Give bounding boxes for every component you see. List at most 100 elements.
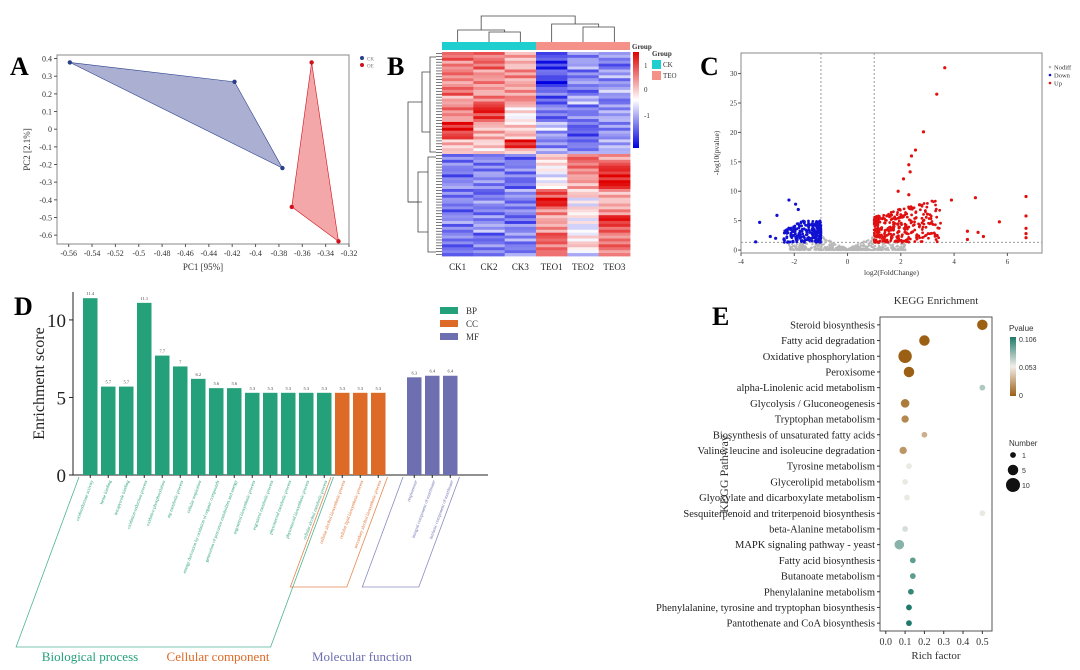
heatmap-cell	[567, 92, 600, 97]
legend-label: Up	[1054, 81, 1062, 88]
heatmap-cell	[567, 241, 600, 245]
heatmap-cell	[567, 203, 600, 207]
point-nodiff	[830, 242, 833, 245]
point-up	[905, 212, 909, 216]
heatmap-cell	[598, 238, 631, 242]
point-up	[878, 235, 882, 239]
point-up	[873, 231, 876, 235]
heatmap-cell	[536, 75, 568, 79]
point-down	[775, 213, 779, 217]
point-up	[911, 206, 914, 210]
size-legend-label: 1	[1022, 453, 1026, 460]
point-up	[929, 232, 932, 235]
point-up	[907, 193, 911, 197]
point-nodiff	[856, 248, 859, 252]
point-up	[925, 212, 930, 216]
y-tick-label: 5	[734, 217, 738, 225]
heatmap-cell	[567, 136, 600, 140]
point-up	[893, 240, 897, 243]
heatmap-cell	[442, 75, 474, 79]
panel-label-a: A	[10, 52, 29, 81]
point-nodiff	[801, 243, 804, 247]
heatmap-cell	[567, 130, 600, 134]
point-nodiff	[838, 245, 841, 248]
heatmap-cell	[567, 229, 600, 234]
point-up	[872, 219, 876, 222]
column-label: TEO3	[603, 262, 625, 272]
y-tick-label: -0.4	[39, 196, 52, 205]
point-up	[1024, 236, 1028, 240]
point-up	[883, 235, 887, 239]
pathway-label: Fatty acid biosynthesis	[779, 556, 875, 567]
heatmap-cell	[567, 188, 600, 193]
size-legend-label: 10	[1022, 483, 1030, 490]
dendrogram-branch	[480, 15, 576, 30]
heatmap-cell	[442, 119, 474, 123]
point-down	[819, 236, 822, 239]
bar-bp	[299, 392, 314, 475]
point-up	[925, 201, 929, 205]
pathway-label: alpha-Linolenic acid metabolism	[737, 383, 875, 394]
heatmap-cell	[504, 110, 537, 114]
plot-frame	[879, 316, 993, 632]
y-tick-label: -0.3	[39, 178, 52, 187]
point-nodiff	[856, 245, 860, 248]
point-ck	[67, 60, 73, 65]
heatmap-cell	[442, 194, 474, 199]
point-up	[921, 130, 926, 134]
heatmap-cell	[567, 159, 600, 164]
point-nodiff	[804, 247, 807, 250]
point-up	[880, 233, 883, 237]
heatmap-cell	[442, 133, 474, 137]
bubble	[909, 573, 916, 579]
heatmap-cell	[504, 188, 537, 193]
y-tick-label: 0.3	[42, 72, 52, 81]
heatmap-cell	[598, 81, 631, 85]
heatmap-cell	[567, 78, 600, 82]
point-up	[905, 227, 909, 231]
heatmap-cell	[598, 151, 631, 155]
heatmap-cell	[567, 148, 600, 152]
pathway-label: Oxidative phosphorylation	[763, 352, 876, 363]
heatmap-cell	[442, 121, 474, 126]
bubble	[902, 526, 909, 532]
point-up	[907, 225, 911, 229]
heatmap-cell	[598, 191, 631, 196]
heatmap-cell	[598, 203, 631, 207]
point-up	[906, 238, 909, 241]
point-down	[807, 219, 810, 223]
y-tick-label: -0.6	[39, 231, 52, 240]
heatmap-cell	[504, 215, 537, 219]
point-nodiff	[842, 248, 846, 251]
point-up	[915, 237, 919, 241]
point-up	[895, 213, 899, 217]
heatmap-cell	[567, 72, 600, 76]
heatmap-cell	[567, 113, 600, 117]
point-nodiff	[826, 245, 829, 248]
heatmap-cell	[567, 215, 600, 219]
heatmap-cell	[567, 174, 600, 178]
heatmap-cell	[442, 95, 474, 100]
point-up	[934, 207, 938, 211]
bar-value-label: 5.6	[231, 381, 237, 386]
point-oe	[309, 60, 314, 65]
heatmap-cell	[504, 168, 537, 172]
point-nodiff	[811, 243, 814, 246]
bar-value-label: 7.7	[159, 349, 165, 354]
heatmap-cell	[567, 183, 600, 187]
heatmap-cell	[598, 215, 631, 219]
heatmap-cell	[504, 229, 537, 234]
heatmap-cell	[473, 238, 506, 242]
point-nodiff	[828, 247, 831, 250]
y-tick-label: 0.1	[42, 108, 52, 117]
point-up	[905, 231, 908, 235]
heatmap-cell	[536, 60, 568, 65]
heatmap-cell	[442, 232, 474, 236]
point-up	[905, 215, 909, 219]
y-tick-label: 25	[730, 100, 738, 108]
plot-frame	[740, 52, 1043, 254]
point-nodiff	[790, 242, 794, 246]
bar-value-label: 6.4	[447, 369, 453, 374]
point-up	[917, 222, 920, 226]
point-up	[892, 232, 896, 236]
